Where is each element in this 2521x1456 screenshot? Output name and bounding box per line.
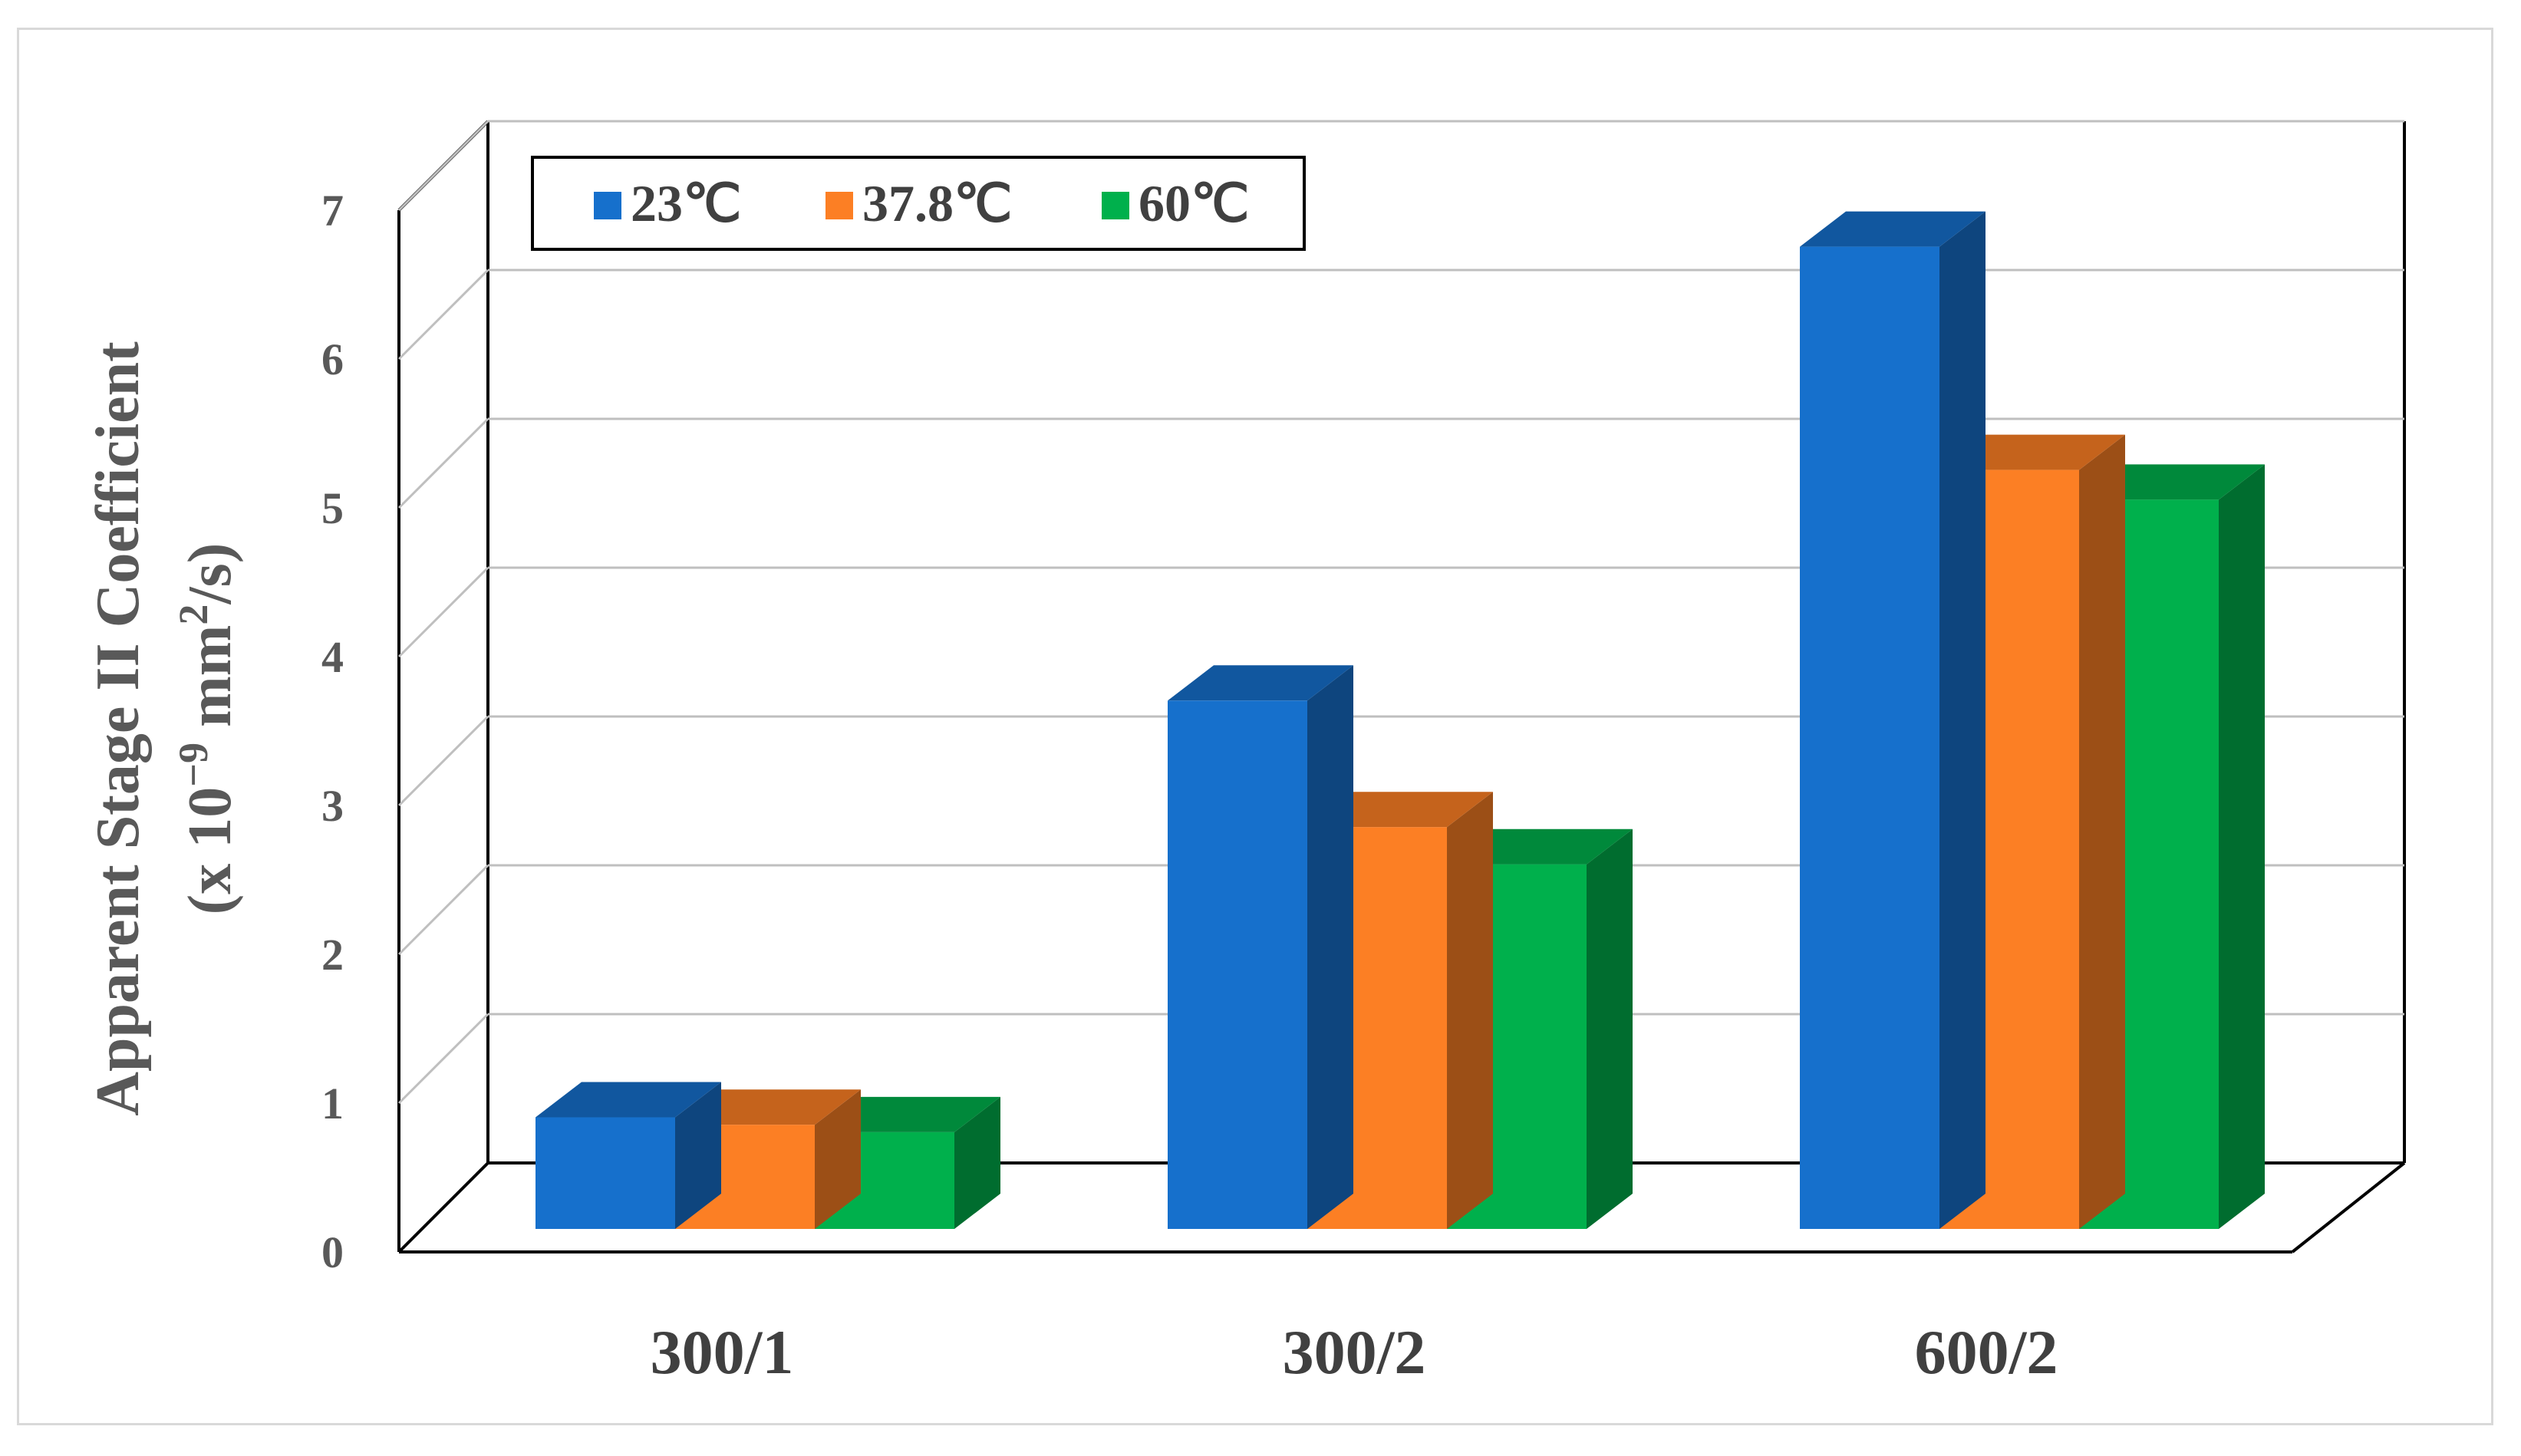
gridline-side — [397, 715, 489, 807]
y-axis-label-units-suffix: /s) — [176, 543, 244, 605]
y-tick-label: 5 — [321, 483, 344, 533]
gridline-side — [397, 417, 489, 509]
y-axis-label-units-exp: −9 — [170, 743, 216, 787]
bar-side-face — [1587, 828, 1633, 1229]
floor-left-edge — [397, 1161, 489, 1253]
x-category-label: 600/2 — [1915, 1317, 2058, 1387]
bar-side-face — [1939, 211, 1985, 1230]
y-tick-label: 7 — [321, 186, 344, 236]
bar-300/2-23℃ — [1168, 665, 1353, 1229]
bar-front-face — [536, 1117, 675, 1229]
gridline-side — [397, 1013, 489, 1105]
gridline-side — [397, 120, 489, 212]
bar-top-face — [815, 1096, 1000, 1132]
bar-top-face — [1307, 792, 1493, 828]
gridline-side — [397, 268, 489, 361]
legend-label: 37.8℃ — [862, 174, 1012, 232]
legend-swatch — [826, 192, 853, 219]
bar-side-face — [1447, 792, 1493, 1229]
y-axis-label-units-prefix: (x 10 — [176, 787, 244, 915]
bar-front-face — [1800, 246, 1939, 1230]
y-tick-label: 0 — [321, 1227, 344, 1277]
y-tick-label: 3 — [321, 781, 344, 831]
legend-swatch — [594, 192, 621, 219]
floor-right-edge — [2291, 1161, 2406, 1253]
bar-top-face — [536, 1082, 721, 1118]
y-tick-labels: 0 1 2 3 4 5 6 7 — [321, 186, 344, 1277]
legend-label: 60℃ — [1139, 174, 1249, 232]
bar-top-face — [675, 1089, 861, 1125]
bars — [536, 211, 2265, 1230]
legend-label: 23℃ — [631, 174, 741, 232]
y-axis-label-units-exp2: 2 — [170, 604, 216, 625]
x-category-label: 300/2 — [1283, 1317, 1426, 1387]
y-tick-label: 6 — [321, 334, 344, 384]
bar-top-face — [1168, 665, 1353, 701]
legend: 23℃ 37.8℃ 60℃ — [531, 156, 1306, 251]
x-category-label: 300/1 — [651, 1317, 794, 1387]
bar-side-face — [675, 1082, 721, 1229]
y-tick-label: 1 — [321, 1079, 344, 1128]
bar-front-face — [1168, 700, 1307, 1229]
bar-top-face — [1939, 434, 2125, 470]
bar-top-face — [1447, 828, 1633, 865]
bar-top-face — [1800, 211, 1985, 247]
gridline-side — [397, 864, 489, 956]
y-axis-label: Apparent Stage II Coefficient — [84, 341, 152, 1116]
x-category-labels: 300/1 300/2 600/2 — [651, 1317, 2058, 1387]
bar-side-face — [2219, 464, 2265, 1229]
y-tick-label: 2 — [321, 930, 344, 980]
legend-box — [531, 156, 1306, 251]
y-axis-label-line1: Apparent Stage II Coefficient — [84, 341, 152, 1116]
bar-side-face — [954, 1096, 1000, 1229]
bar-300/1-23℃ — [536, 1082, 721, 1229]
bar-side-face — [2079, 434, 2125, 1229]
y-axis-label-units: (x 10−9 mm2/s) — [170, 543, 244, 915]
gridline-side — [397, 566, 489, 658]
bar-top-face — [2079, 464, 2265, 500]
bar-side-face — [1307, 665, 1353, 1229]
y-axis-label-units-mid: mm — [176, 625, 244, 743]
y-tick-label: 4 — [321, 632, 344, 682]
bar-600/2-23℃ — [1800, 211, 1985, 1230]
legend-swatch — [1102, 192, 1129, 219]
bar-side-face — [815, 1089, 861, 1229]
